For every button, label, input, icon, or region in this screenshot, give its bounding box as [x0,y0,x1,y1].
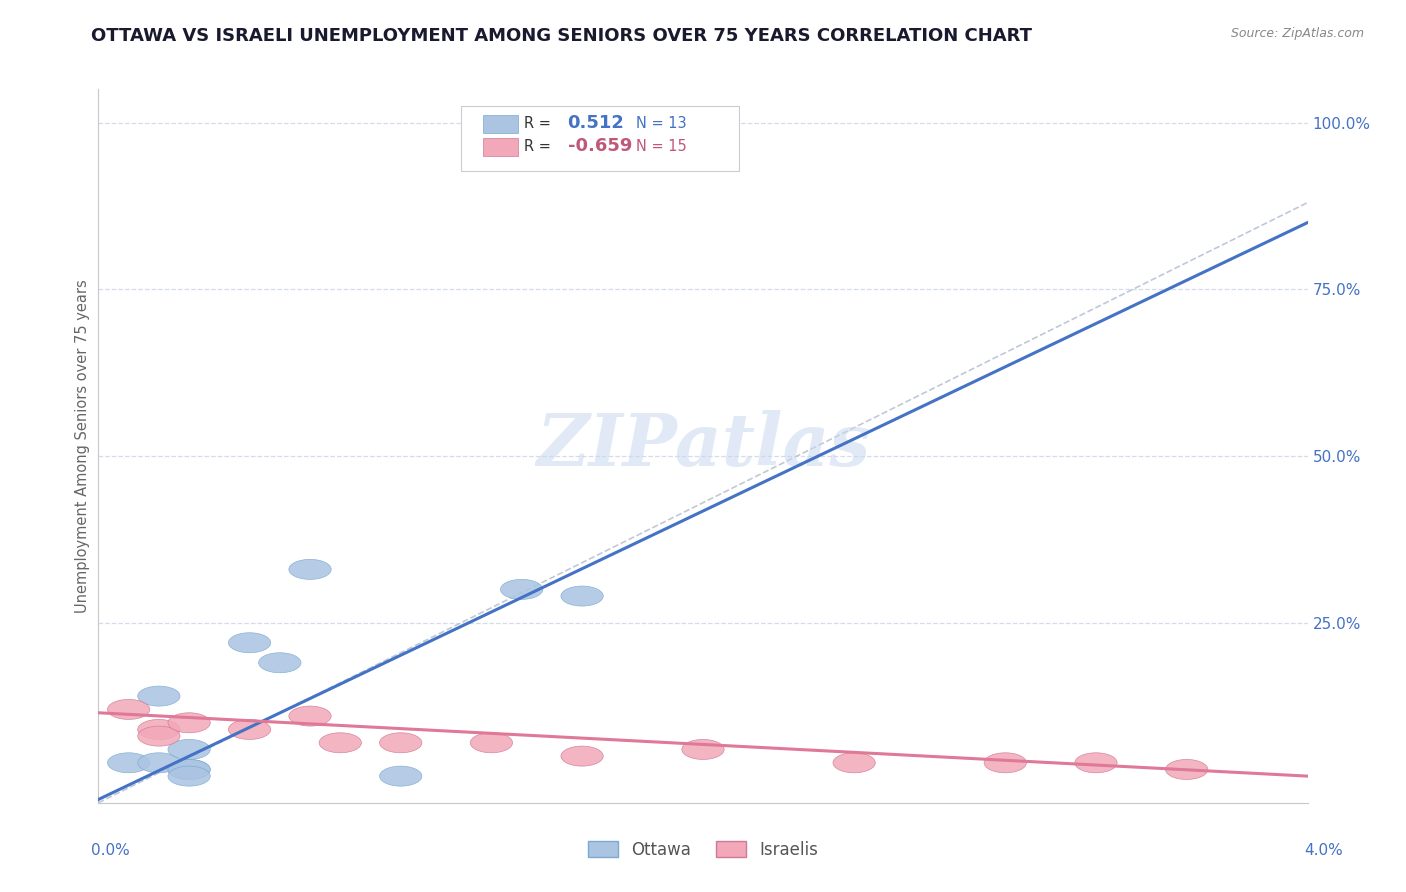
FancyBboxPatch shape [482,137,517,156]
Ellipse shape [138,686,180,706]
FancyBboxPatch shape [482,115,517,134]
Ellipse shape [470,732,513,753]
Ellipse shape [501,580,543,599]
Ellipse shape [107,699,150,720]
Ellipse shape [1166,759,1208,780]
Ellipse shape [138,753,180,772]
Ellipse shape [228,720,271,739]
Ellipse shape [561,586,603,606]
Text: 4.0%: 4.0% [1303,843,1343,858]
Ellipse shape [138,726,180,746]
Ellipse shape [167,759,211,780]
Text: N = 15: N = 15 [637,139,688,153]
FancyBboxPatch shape [461,105,740,171]
Ellipse shape [832,753,876,772]
Text: 0.0%: 0.0% [91,843,131,858]
Ellipse shape [138,720,180,739]
Ellipse shape [380,732,422,753]
Ellipse shape [167,759,211,780]
Text: R =: R = [524,116,551,131]
Ellipse shape [288,559,332,580]
Ellipse shape [167,766,211,786]
Ellipse shape [228,632,271,653]
Legend: Ottawa, Israelis: Ottawa, Israelis [581,835,825,866]
Ellipse shape [682,739,724,759]
Text: Source: ZipAtlas.com: Source: ZipAtlas.com [1230,27,1364,40]
Ellipse shape [319,732,361,753]
Ellipse shape [288,706,332,726]
Text: N = 13: N = 13 [637,116,688,131]
Ellipse shape [984,753,1026,772]
Ellipse shape [259,653,301,673]
Text: OTTAWA VS ISRAELI UNEMPLOYMENT AMONG SENIORS OVER 75 YEARS CORRELATION CHART: OTTAWA VS ISRAELI UNEMPLOYMENT AMONG SEN… [91,27,1032,45]
Y-axis label: Unemployment Among Seniors over 75 years: Unemployment Among Seniors over 75 years [75,279,90,613]
Ellipse shape [1074,753,1118,772]
Text: ZIPatlas: ZIPatlas [536,410,870,482]
Text: -0.659: -0.659 [568,137,631,155]
Ellipse shape [167,739,211,759]
Ellipse shape [561,746,603,766]
Ellipse shape [167,713,211,732]
Ellipse shape [380,766,422,786]
Text: R =: R = [524,139,551,153]
Ellipse shape [107,753,150,772]
Text: 0.512: 0.512 [568,114,624,132]
